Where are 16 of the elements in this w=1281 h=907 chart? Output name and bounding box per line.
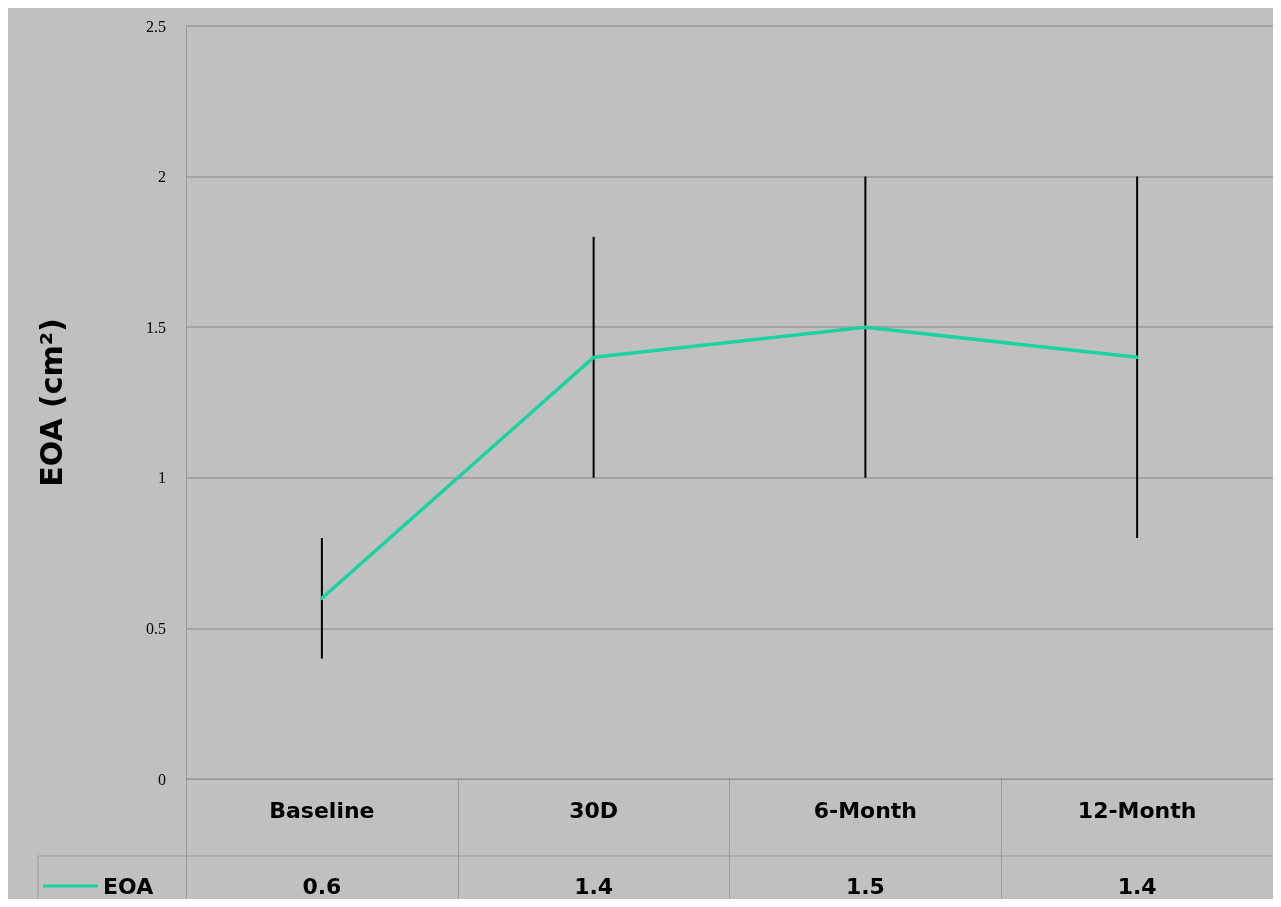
data-label: 1.5 bbox=[845, 873, 885, 899]
y-axis-title: EOA (cm²) bbox=[33, 318, 69, 487]
y-tick-label: 1 bbox=[158, 469, 166, 487]
y-tick-label: 0.5 bbox=[146, 619, 166, 637]
x-tick-label: 6-Month bbox=[813, 797, 918, 823]
x-tick-label: 30D bbox=[569, 797, 619, 823]
data-label: 0.6 bbox=[302, 873, 342, 899]
y-tick-label: 0 bbox=[158, 770, 166, 788]
x-tick-label: Baseline bbox=[269, 797, 375, 823]
legend-label: EOA bbox=[103, 873, 154, 899]
data-label: 1.4 bbox=[1117, 873, 1157, 899]
y-tick-label: 2 bbox=[158, 168, 166, 186]
data-label: 1.4 bbox=[574, 873, 614, 899]
y-tick-label: 1.5 bbox=[146, 318, 166, 336]
y-tick-label: 2.5 bbox=[146, 17, 166, 35]
x-tick-label: 12-Month bbox=[1077, 797, 1197, 823]
